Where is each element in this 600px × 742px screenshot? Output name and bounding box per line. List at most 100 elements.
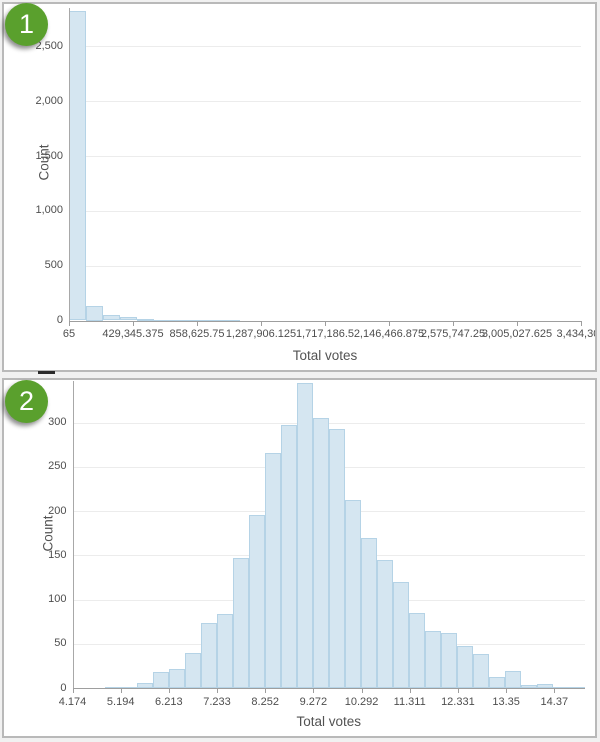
x-axis-tick xyxy=(517,320,518,326)
histogram-bar xyxy=(456,645,473,688)
x-axis-tick xyxy=(457,688,459,693)
histogram-bar xyxy=(136,682,153,688)
x-axis-tick-label: 12.331 xyxy=(441,696,475,708)
x-axis-tick-label: 4.174 xyxy=(58,696,87,708)
histogram-bar xyxy=(248,514,265,688)
x-axis-tick xyxy=(120,688,122,693)
y-axis-tick-label: 200 xyxy=(48,504,67,517)
chart-panel-1: 0 500 1,000 1,500 2,000 2,500 65 429,345.375 858… xyxy=(2,2,597,372)
histogram-bar xyxy=(344,499,361,688)
x-axis-tick-label: 6.213 xyxy=(155,696,183,708)
x-axis-tick-label: 14.37 xyxy=(540,696,569,708)
x-axis-tick-label: 1,717,186.5 xyxy=(295,327,355,340)
x-axis-tick xyxy=(261,320,262,326)
histogram-bar xyxy=(280,425,297,688)
x-axis-tick-label: 65 xyxy=(62,327,76,340)
histogram-bar xyxy=(424,631,441,688)
x-axis-tick-label: 13.35 xyxy=(492,696,520,708)
histogram-bar xyxy=(216,613,233,688)
histogram-bar xyxy=(376,559,393,688)
x-axis-tick xyxy=(506,688,508,693)
x-axis-tick xyxy=(409,688,411,693)
histogram-bar xyxy=(200,623,217,688)
x-axis-tick-label: 2,575,747.25 xyxy=(420,327,486,340)
histogram-bar xyxy=(152,672,169,688)
x-axis-tick-label: 858,625.75 xyxy=(169,327,225,340)
x-axis-tick xyxy=(265,688,267,693)
step-badge-1: 1 xyxy=(5,3,48,46)
step-badge-2: 2 xyxy=(5,380,48,423)
y-axis-tick-label: 1,500 xyxy=(35,149,63,162)
y-axis-tick-label: 1,000 xyxy=(35,204,63,217)
x-axis-line xyxy=(72,688,585,689)
x-axis-tick-label: 11.311 xyxy=(393,696,426,708)
histogram-bar xyxy=(168,668,185,688)
x-axis-tick xyxy=(69,320,70,326)
y-axis-title: Count xyxy=(36,144,52,181)
histogram-bar xyxy=(392,581,409,688)
x-axis-title: Total votes xyxy=(296,714,362,729)
y-gridline xyxy=(69,101,581,103)
x-axis-tick-label: 8.252 xyxy=(251,696,279,708)
plot-area xyxy=(72,381,586,690)
x-axis-tick-label: 7.233 xyxy=(203,696,231,708)
histogram-bar xyxy=(312,418,329,688)
x-axis-tick xyxy=(389,320,390,326)
y-axis-tick-label: 2,000 xyxy=(35,94,63,107)
x-axis-tick-label: 3,434,308 xyxy=(556,327,595,340)
x-axis-tick-label: 3,005,027.625 xyxy=(481,327,553,340)
step-badge-1-number: 1 xyxy=(18,9,35,39)
x-axis-tick xyxy=(325,320,326,326)
x-axis-tick-label: 429,345.375 xyxy=(102,327,164,340)
x-axis-tick-label: 1,287,906.125 xyxy=(225,327,297,340)
histogram-bar xyxy=(472,654,489,688)
histogram-bar xyxy=(120,317,138,321)
x-axis-tick-label: 9.272 xyxy=(299,696,328,708)
histogram-bar xyxy=(408,612,425,688)
y-gridline xyxy=(69,156,581,157)
histogram-bar xyxy=(328,428,345,688)
x-axis-tick-label: 5.194 xyxy=(106,696,135,708)
x-axis-tick xyxy=(217,688,218,693)
x-axis-tick-label: 2,146,466.875 xyxy=(353,327,425,340)
x-axis-tick xyxy=(197,320,198,326)
plot-area xyxy=(69,8,581,323)
y-axis-tick-label: 150 xyxy=(48,548,67,561)
x-axis-tick xyxy=(133,320,134,326)
y-gridline xyxy=(69,46,581,48)
y-gridline xyxy=(69,265,581,267)
x-axis-tick xyxy=(453,320,454,326)
x-axis-tick xyxy=(581,320,582,326)
histogram-bar xyxy=(69,11,87,321)
x-axis-tick xyxy=(361,688,363,693)
y-axis-tick-label: 50 xyxy=(54,637,67,650)
x-axis-tick xyxy=(72,688,74,693)
x-axis-tick xyxy=(168,688,170,693)
histogram-bar xyxy=(505,671,522,688)
y-axis-tick-label: 2,500 xyxy=(35,39,63,52)
histogram-bar xyxy=(296,382,313,688)
y-axis-line xyxy=(72,381,74,688)
histogram-bar xyxy=(232,557,249,688)
y-axis-tick-label: 500 xyxy=(44,259,63,272)
x-axis-tick xyxy=(554,688,556,693)
stray-mark xyxy=(38,371,55,374)
y-axis-tick-label: 0 xyxy=(56,314,63,326)
y-axis-tick-label: 250 xyxy=(48,460,67,473)
y-axis-line xyxy=(69,8,70,321)
histogram-bar xyxy=(537,684,554,688)
y-axis-tick-label: 0 xyxy=(60,681,67,694)
x-axis-tick xyxy=(313,688,315,693)
histogram-bar xyxy=(488,676,505,688)
histogram-bar xyxy=(521,685,538,688)
y-axis-tick-label: 300 xyxy=(48,416,67,429)
histogram-bar xyxy=(440,633,457,688)
histogram-bar xyxy=(103,315,121,321)
chart-panel-2: 0 50 100 150 200 250 300 4.174 5.194 6.213 7.233 8.… xyxy=(2,378,597,738)
step-badge-2-number: 2 xyxy=(18,386,35,416)
histogram-bar xyxy=(360,538,377,688)
y-axis-tick-label: 100 xyxy=(48,593,67,605)
x-axis-title: Total votes xyxy=(292,347,358,363)
x-axis-tick-label: 10.292 xyxy=(344,696,379,708)
histogram-bar xyxy=(184,652,201,688)
